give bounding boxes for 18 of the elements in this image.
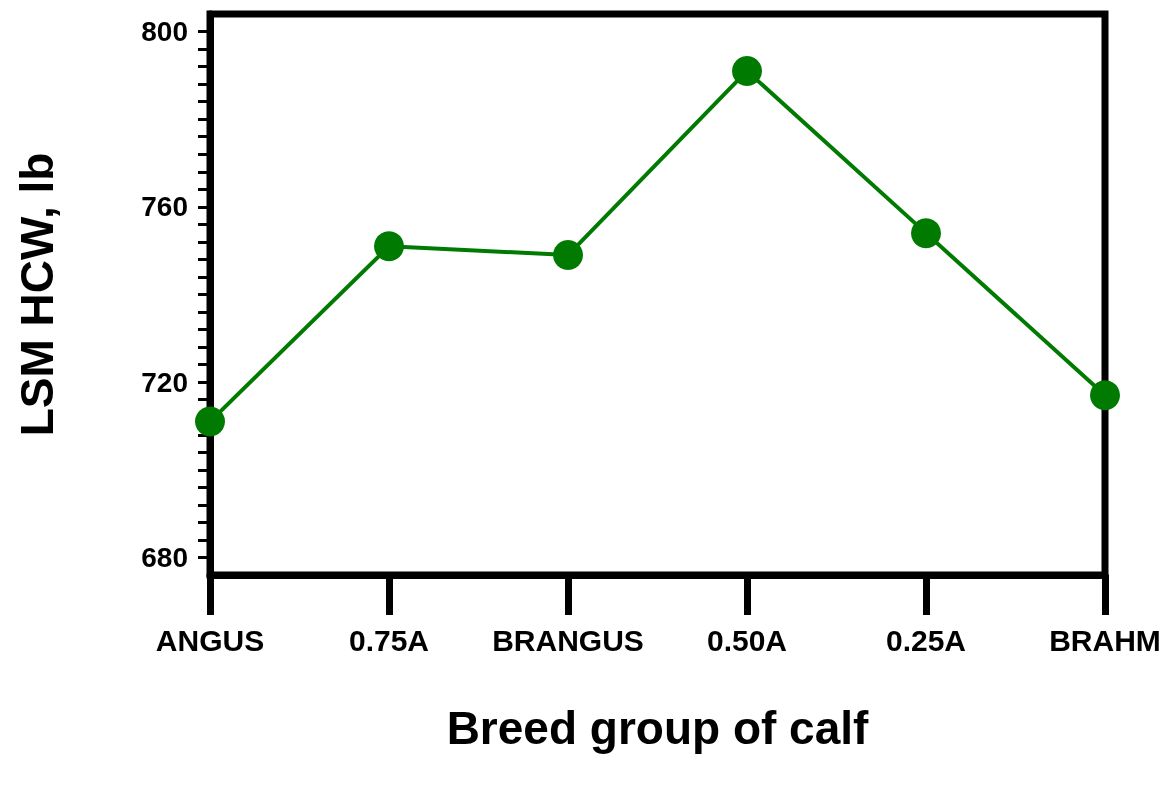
y-tick-label: 680 [141, 541, 188, 573]
x-axis-title: Breed group of calf [446, 702, 870, 754]
point [911, 218, 941, 249]
x-tick-label: 0.75A [348, 623, 430, 657]
point [1090, 380, 1120, 411]
point [195, 406, 225, 437]
point [553, 240, 583, 271]
y-tick-label: 760 [141, 191, 188, 223]
point [374, 231, 404, 262]
x-tick-label: BRANGUS [492, 623, 644, 657]
y-axis-title: LSM HCW, lb [11, 152, 63, 437]
x-tick-label: BRAHM [1049, 623, 1161, 657]
x-tick-label: 0.25A [885, 623, 967, 657]
y-tick-label: 800 [141, 16, 188, 48]
y-tick-label: 720 [141, 366, 188, 398]
x-tick-label: 0.50A [706, 623, 788, 657]
x-tick-label: ANGUS [155, 623, 265, 657]
point [732, 55, 762, 86]
